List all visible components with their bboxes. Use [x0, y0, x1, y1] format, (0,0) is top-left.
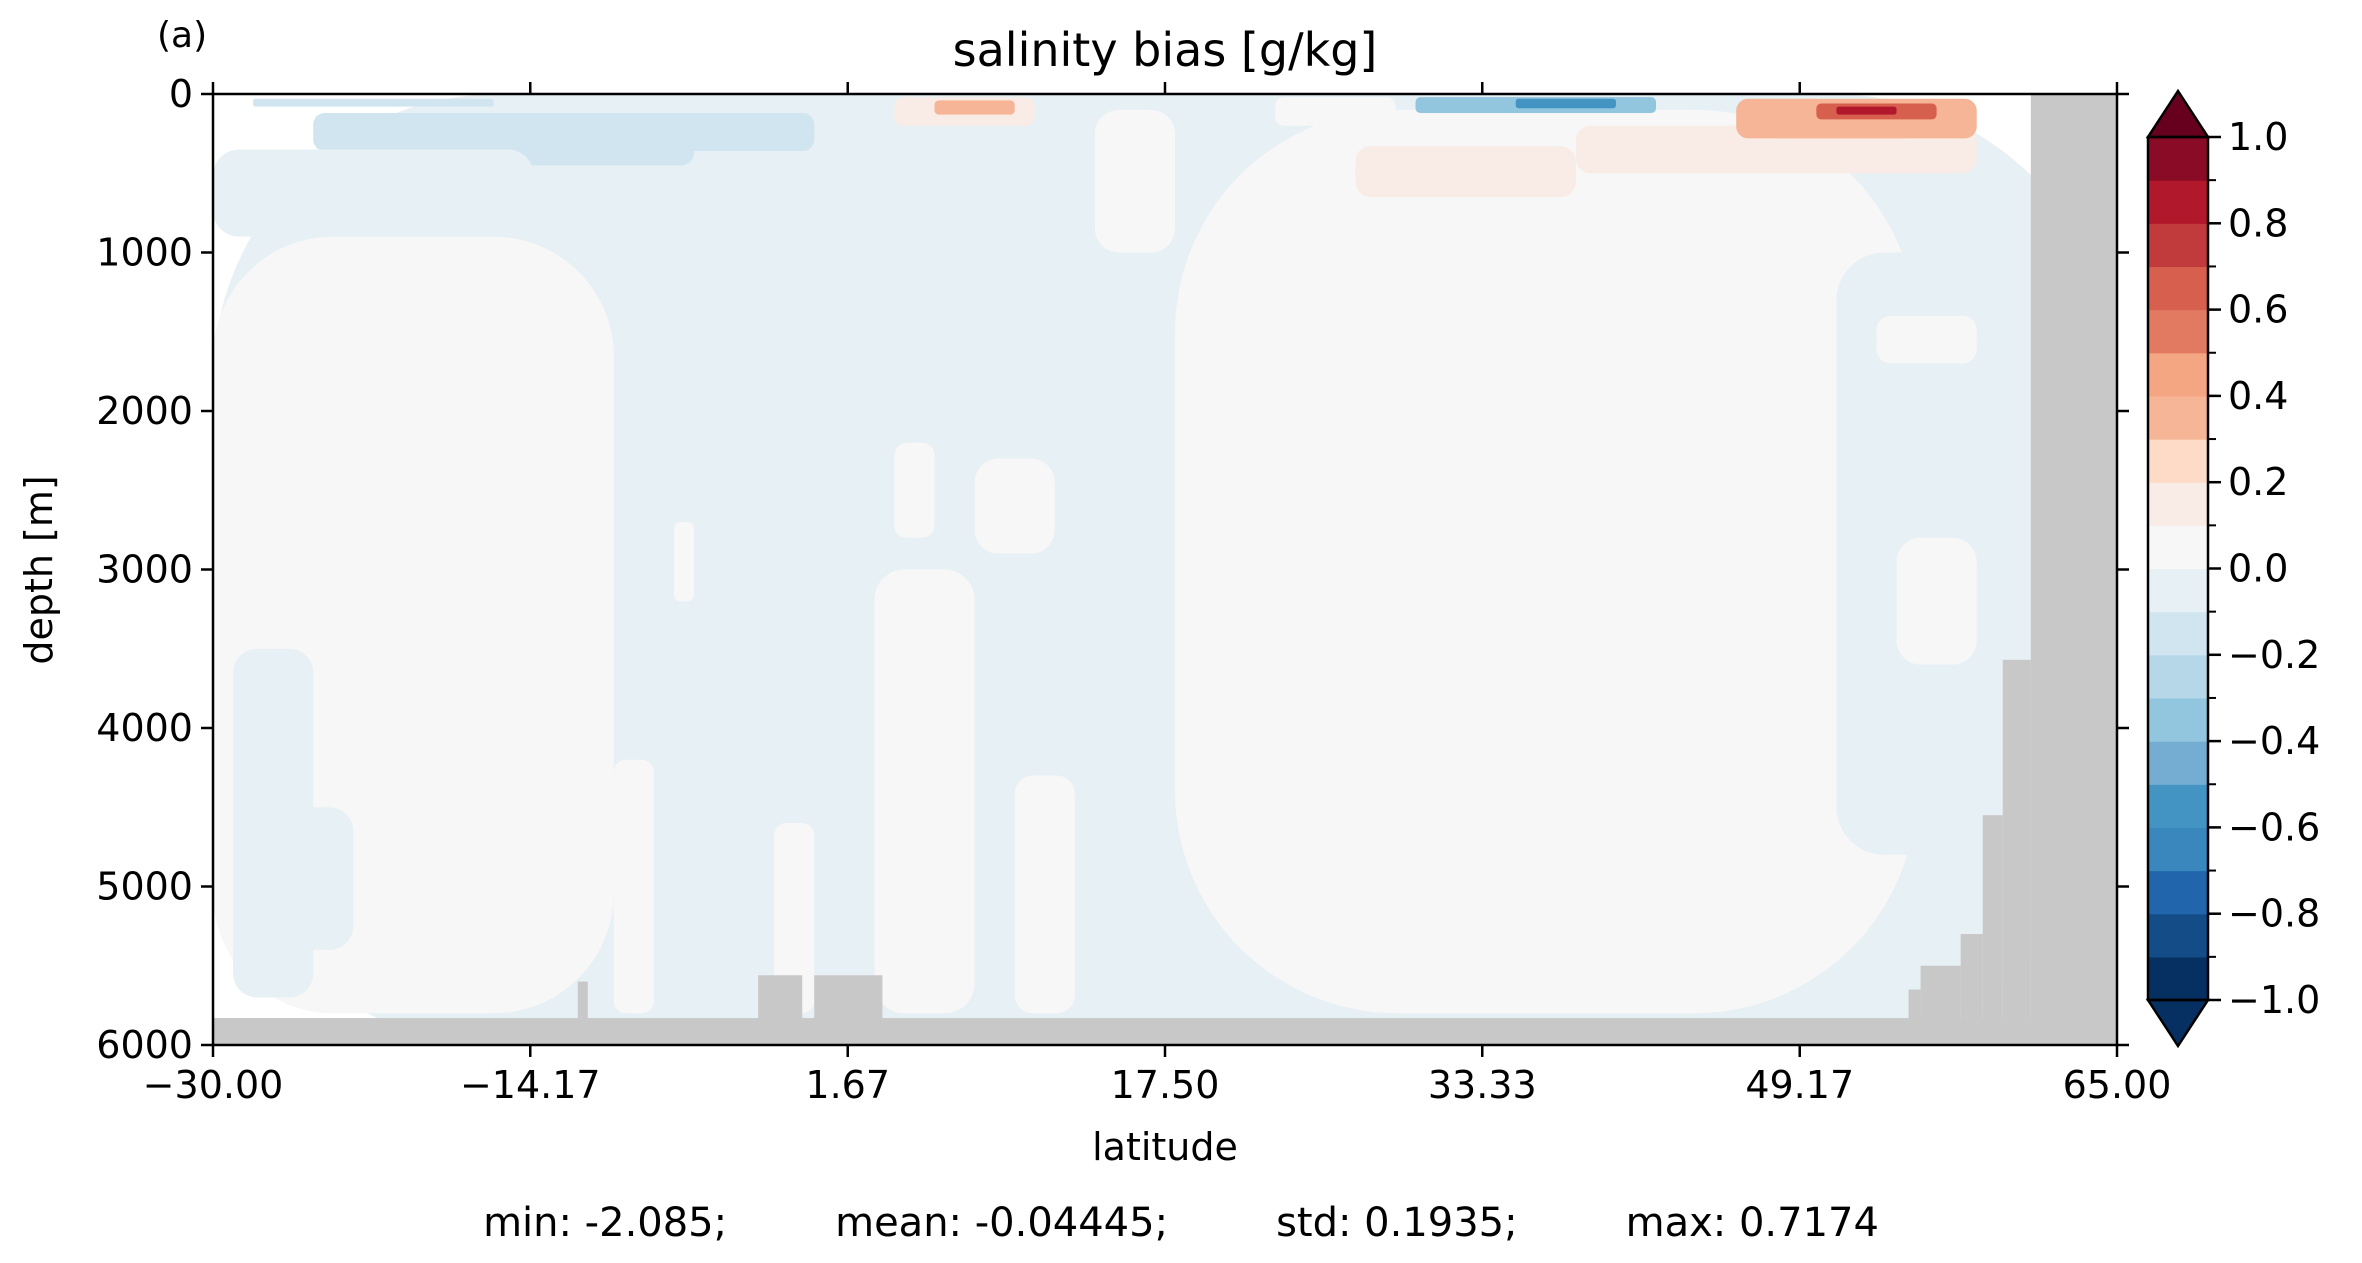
x-tick-label: −14.17 — [460, 1063, 601, 1107]
salinity-region-17 — [1896, 537, 1977, 665]
y-tick-label: 4000 — [96, 706, 193, 750]
colorbar-segment — [2148, 180, 2208, 224]
colorbar-tick-label: 0.0 — [2228, 547, 2288, 591]
y-tick-label: 3000 — [96, 548, 193, 592]
salinity-regions — [213, 94, 2117, 1045]
colorbar-tick-label: −0.6 — [2228, 805, 2320, 849]
colorbar-segment — [2148, 439, 2208, 483]
colorbar-segment — [2148, 266, 2208, 311]
land-block-9 — [1908, 989, 1921, 1045]
land-block-0 — [213, 1018, 2117, 1045]
salinity-region-10 — [974, 458, 1055, 554]
y-axis: 0 1000 2000 3000 4000 5000 6000 — [96, 72, 2129, 1067]
colorbar-segment — [2148, 309, 2208, 354]
colorbar-segment — [2148, 223, 2208, 268]
colorbar-segment — [2148, 482, 2208, 526]
land-block-7 — [814, 975, 883, 1045]
salinity-region-22 — [213, 149, 534, 237]
salinity-region-7 — [1014, 775, 1075, 1014]
stat-mean: mean: -0.04445; — [835, 1200, 1169, 1246]
colorbar-tick-label: −0.2 — [2228, 633, 2320, 677]
salinity-region-8 — [1175, 109, 1917, 1014]
colorbar-segment — [2148, 611, 2208, 656]
colorbar-segment — [2148, 697, 2208, 742]
colorbar-segment — [2148, 870, 2208, 915]
colorbar-segment — [2148, 956, 2208, 1001]
x-tick-label: −30.00 — [143, 1063, 284, 1107]
colorbar-tick-label: 1.0 — [2228, 115, 2288, 159]
land-block-2 — [2002, 659, 2031, 1045]
salinity-region-11 — [894, 442, 935, 538]
salinity-region-3 — [273, 807, 354, 950]
salinity-region-23 — [253, 98, 494, 107]
colorbar-segment — [2148, 784, 2208, 828]
y-tick-label: 0 — [169, 72, 193, 116]
salinity-region-9 — [1094, 109, 1176, 253]
colorbar-segment — [2148, 352, 2208, 397]
colorbar-tick-label: 0.2 — [2228, 460, 2288, 504]
colorbar-tick-label: 0.8 — [2228, 201, 2288, 245]
salinity-region-4 — [613, 759, 654, 1014]
stat-std: std: 0.1935; — [1276, 1200, 1518, 1246]
x-tick-label: 49.17 — [1745, 1063, 1854, 1107]
salinity-region-6 — [874, 569, 975, 1014]
plot-area — [213, 94, 2117, 1045]
colorbar-tick-label: −0.8 — [2228, 892, 2320, 936]
stat-max: max: 0.7174 — [1625, 1200, 1879, 1246]
salinity-region-21 — [493, 122, 695, 166]
colorbar-segment — [2148, 137, 2208, 181]
salinity-region-12 — [673, 521, 695, 602]
stat-min: min: -2.085; — [483, 1200, 728, 1246]
salinity-region-26 — [934, 100, 1015, 115]
land-block-5 — [1920, 965, 1961, 1045]
x-tick-label: 65.00 — [2063, 1063, 2172, 1107]
colorbar-tick-label: 0.4 — [2228, 374, 2288, 418]
colorbar-extend-max — [2145, 88, 2211, 139]
colorbar-segment — [2148, 654, 2208, 699]
land-block-8 — [577, 981, 588, 1045]
colorbar-segment — [2148, 741, 2208, 785]
panel-label: (a) — [157, 15, 207, 56]
colorbar: −1.0 −0.8 −0.6 −0.4 −0.2 0.0 0.2 0.4 0.6 0.8 1.0 — [2145, 88, 2320, 1049]
land-block-1 — [2030, 94, 2117, 1045]
x-tick-label: 1.67 — [805, 1063, 890, 1107]
y-tick-label: 1000 — [96, 231, 193, 275]
salinity-region-25 — [1515, 98, 1616, 109]
colorbar-segment — [2148, 568, 2208, 613]
x-tick-label: 17.50 — [1111, 1063, 1220, 1107]
land-block-4 — [1960, 934, 1983, 1045]
salinity-region-16 — [1876, 315, 1977, 364]
y-tick-label: 2000 — [96, 389, 193, 433]
chart-title: salinity bias [g/kg] — [953, 23, 1378, 77]
land-block-6 — [758, 975, 803, 1045]
salinity-region-14 — [1355, 146, 1576, 198]
land-mask — [213, 94, 2117, 1045]
colorbar-segment — [2148, 395, 2208, 440]
colorbar-segment — [2148, 827, 2208, 872]
colorbar-segment — [2148, 525, 2208, 570]
colorbar-tick-label: −0.4 — [2228, 719, 2320, 763]
colorbar-tick-label: 0.6 — [2228, 288, 2288, 332]
x-axis: −30.00 −14.17 1.67 17.50 33.33 49.17 65.00 — [143, 82, 2172, 1107]
colorbar-segment — [2148, 913, 2208, 958]
stats-line: min: -2.085; mean: -0.04445; std: 0.1935; m… — [0, 1200, 2362, 1246]
y-tick-label: 5000 — [96, 865, 193, 909]
land-block-3 — [1982, 815, 2003, 1045]
salinity-region-5 — [774, 823, 815, 1014]
y-axis-label: depth [m] — [17, 475, 61, 664]
colorbar-tick-label: −1.0 — [2228, 978, 2320, 1022]
salinity-region-29 — [1836, 106, 1897, 115]
y-tick-label: 6000 — [96, 1023, 193, 1067]
x-axis-label: latitude — [1092, 1125, 1238, 1169]
salinity-region-18 — [1275, 97, 1396, 126]
colorbar-extend-min — [2145, 998, 2211, 1049]
x-tick-label: 33.33 — [1428, 1063, 1537, 1107]
